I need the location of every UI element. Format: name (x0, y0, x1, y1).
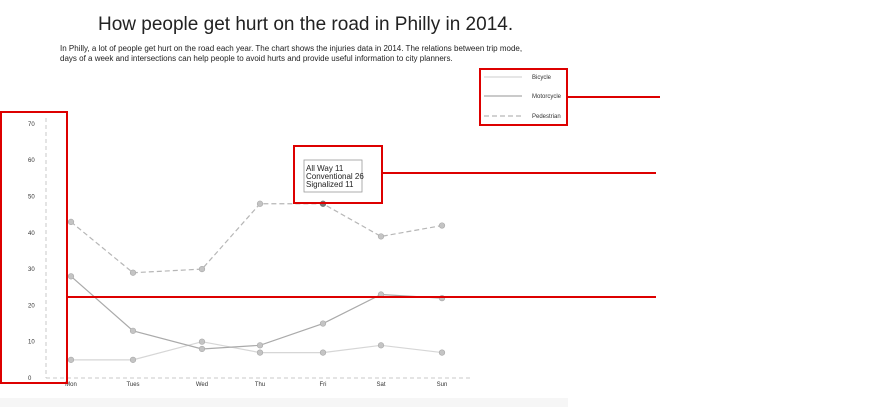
data-point-bicycle[interactable] (377, 342, 385, 349)
y-tick-label: 60 (28, 158, 35, 164)
chart-description: In Philly, a lot of people get hurt on t… (60, 44, 523, 63)
data-point-pedestrian[interactable] (256, 200, 264, 207)
bottom-strip (0, 398, 568, 407)
series-line-motorcycle (70, 275, 443, 350)
x-tick-label: Wed (196, 382, 208, 388)
x-tick-label: Fri (320, 382, 327, 388)
x-tick-label: Sun (437, 382, 448, 388)
x-tick-label: Sat (376, 382, 385, 388)
data-point-bicycle[interactable] (198, 338, 206, 345)
legend-label-motorcycle: Motorcycle (532, 94, 562, 100)
y-tick-label: 70 (28, 122, 35, 128)
annotation-box-y-axis (0, 111, 68, 384)
y-tick-label: 30 (28, 267, 35, 273)
data-point-pedestrian[interactable] (67, 218, 75, 226)
data-point-pedestrian[interactable] (198, 266, 206, 273)
page-title: How people get hurt on the road in Phill… (98, 14, 514, 35)
x-tick-label: Thu (255, 382, 265, 388)
data-point-motorcycle[interactable] (129, 327, 137, 334)
annotation-box-tooltip (293, 145, 383, 204)
data-point-motorcycle[interactable] (198, 345, 206, 353)
tooltip-box (303, 159, 363, 193)
x-tick-label: Mon (65, 382, 77, 388)
y-tick-label: 10 (28, 340, 35, 346)
data-point-bicycle[interactable] (438, 349, 446, 356)
y-tick-labels: 0 10 20 30 40 50 60 70 (28, 122, 35, 382)
data-point-motorcycle[interactable] (319, 320, 327, 327)
tooltip-line-signalized: Signalized 11 (306, 180, 354, 189)
y-tick-label: 40 (28, 231, 35, 237)
legend-label-pedestrian: Pedestrian (532, 114, 561, 120)
legend: Bicycle Motorcycle Pedestrian (484, 75, 562, 120)
legend-label-bicycle: Bicycle (532, 75, 552, 81)
x-tick-label: Tues (126, 382, 139, 388)
series-line-pedestrian (70, 203, 443, 274)
tooltip-line-conventional: Conventional 26 (306, 172, 364, 181)
series-lines (67, 200, 446, 363)
data-point-bicycle[interactable] (319, 349, 327, 356)
annotation-overlays (0, 68, 660, 384)
data-point-motorcycle[interactable] (256, 342, 264, 349)
data-point-bicycle[interactable] (67, 356, 75, 363)
data-point-bicycle[interactable] (256, 349, 264, 356)
tooltip: All Way 11 Conventional 26 Signalized 11 (303, 159, 364, 193)
data-point-pedestrian[interactable] (129, 269, 137, 276)
data-point-pedestrian[interactable] (438, 222, 446, 229)
series-line-bicycle (71, 341, 443, 361)
data-point-pedestrian[interactable] (377, 233, 385, 240)
y-tick-label: 50 (28, 195, 35, 201)
x-tick-labels: Mon Tues Wed Thu Fri Sat Sun (65, 382, 447, 388)
tooltip-line-all-way: All Way 11 (306, 164, 344, 173)
y-tick-label: 0 (28, 376, 32, 382)
data-point-motorcycle[interactable] (67, 273, 75, 280)
y-tick-label: 20 (28, 303, 35, 309)
data-point-bicycle[interactable] (129, 356, 137, 363)
